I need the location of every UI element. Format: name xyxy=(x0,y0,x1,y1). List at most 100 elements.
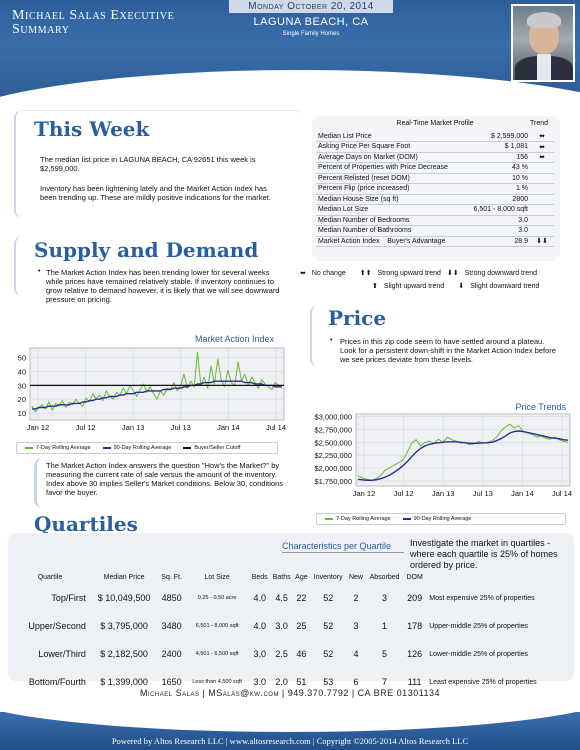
strong-down-icon: ⬇⬇ xyxy=(446,270,459,277)
price-trends-legend: 7-Day Rolling Average 90-Day Rolling Ave… xyxy=(316,513,566,525)
quartile-inv: 52 xyxy=(323,593,334,603)
quartile-beds: 3.0 xyxy=(253,649,266,659)
metric-label: Median Number of Bathrooms xyxy=(316,225,465,237)
price-text: Prices in this zip code seem to have set… xyxy=(340,337,556,364)
quartile-beds: 4.0 xyxy=(253,593,266,603)
mai-note-panel xyxy=(34,458,296,508)
quartile-row: Bottom/Fourth $ 1,399,000 1650 Less than 4,… xyxy=(10,668,570,696)
metric-value: $ 2,599,000 xyxy=(464,131,530,142)
quartile-price: $ 2,182,500 xyxy=(100,649,148,659)
price-panel xyxy=(310,305,572,367)
chart-title: Price Trends xyxy=(515,402,566,412)
quartile-age: 22 xyxy=(296,593,307,603)
bullet-icon: • xyxy=(330,337,333,344)
market-profile-row: Percent of Properties with Price Decreas… xyxy=(316,162,554,174)
quartile-col-header: Median Price xyxy=(103,573,145,581)
market-profile-table: Median List Price $ 2,599,000 ⬌ Asking Pric… xyxy=(316,131,554,247)
y-tick-label: 30 xyxy=(18,381,26,390)
quartile-new: 4 xyxy=(353,649,359,659)
property-type: Single Family Homes xyxy=(282,31,340,37)
quartile-desc: Lower-middle 25% of properties xyxy=(429,650,529,658)
market-profile-row: Median Number of Bedrooms 3.0 xyxy=(316,215,554,226)
agent-photo xyxy=(511,4,575,82)
x-tick-label: Jul 14 xyxy=(552,489,572,498)
market-profile-row: Median House Size (sq ft) 2800 xyxy=(316,194,554,205)
no-change-icon: ⬌ xyxy=(300,270,306,277)
quartile-col-header: Inventory xyxy=(313,573,343,581)
trend-icon xyxy=(530,194,554,205)
metric-label: Market Action Index Buyer's Advantage xyxy=(316,236,465,247)
market-profile-row: Average Days on Market (DOM) 156 ⬌ xyxy=(316,152,554,163)
market-action-legend: 7-Day Rolling Average 90-Day Rolling Ave… xyxy=(16,442,278,454)
quartile-beds: 4.0 xyxy=(253,621,266,631)
quartile-dom: 209 xyxy=(407,593,423,603)
quartile-beds: 3.0 xyxy=(253,677,266,687)
metric-label: Percent Relisted (reset DOM) xyxy=(316,173,465,184)
mai-note-text: The Market Action Index answers the ques… xyxy=(46,461,283,497)
quartile-age: 46 xyxy=(296,649,307,659)
market-profile-title: Real-Time Market Profile xyxy=(396,120,474,127)
market-action-chart-svg: Market Action Index 10 20 30 40 50 Jan 12 Jul 1… xyxy=(18,334,286,432)
metric-label: Median Number of Bedrooms xyxy=(316,215,465,226)
quartile-new: 6 xyxy=(353,677,359,687)
market-profile-row: Median Number of Bathrooms 3.0 xyxy=(316,225,554,237)
quartile-col-header: Beds xyxy=(251,573,268,581)
legend-strong-up: Strong upward trend xyxy=(377,269,441,277)
footer-band xyxy=(0,712,580,750)
y-tick-label: $2,500,000 xyxy=(314,438,352,447)
x-tick-label: Jan 13 xyxy=(122,423,145,432)
market-profile-row: Asking Price Per Square Foot $ 1,081 ⬌ xyxy=(316,141,554,153)
quartile-sqft: 2400 xyxy=(161,649,182,659)
slight-up-icon: ⬆ xyxy=(372,283,378,290)
legend-7day: 7-Day Rolling Average xyxy=(325,516,391,522)
y-tick-label: 40 xyxy=(18,368,26,377)
slight-down-icon: ⬇ xyxy=(458,283,465,290)
quartile-abs: 5 xyxy=(382,649,388,659)
x-tick-label: Jul 13 xyxy=(171,423,191,432)
market-profile-row: Percent Flip (price increased) 1 % xyxy=(316,183,554,195)
quartile-sqft: 3480 xyxy=(161,621,182,631)
quartile-new: 2 xyxy=(353,593,359,603)
metric-value: 6,501 - 8,000 sqft xyxy=(464,204,530,216)
quartile-dom: 111 xyxy=(407,677,422,687)
trend-icon xyxy=(530,183,554,195)
quartile-dom: 178 xyxy=(407,621,423,631)
price-title: Price xyxy=(328,306,387,330)
trend-header: Trend xyxy=(529,120,548,127)
quartile-age: 25 xyxy=(296,621,307,631)
this-week-text-2: Inventory has been lightening lately and… xyxy=(40,184,271,202)
quartile-abs: 3 xyxy=(382,593,388,603)
quartile-name: Lower/Third xyxy=(38,649,86,659)
trend-icon xyxy=(530,225,554,237)
quartile-abs: 1 xyxy=(382,621,388,631)
price-trends-chart: Price Trends $1,750,000 $2,000,000 $2,250,0… xyxy=(300,398,575,506)
mai-status: Buyer's Advantage xyxy=(387,237,446,245)
market-action-chart: Market Action Index 10 20 30 40 50 Jan 12 Jul 1… xyxy=(8,332,290,454)
y-tick-label: $2,000,000 xyxy=(314,464,352,473)
quartile-inv: 52 xyxy=(323,649,334,659)
quartiles-subtitle: Characteristics per Quartile xyxy=(282,541,392,551)
legend-7day: 7-Day Rolling Average xyxy=(25,445,91,451)
y-tick-label: $2,250,000 xyxy=(314,451,352,460)
market-profile-row: Median Lot Size 6,501 - 8,000 sqft xyxy=(316,204,554,216)
report-date: Monday October 20, 2014 xyxy=(229,0,393,13)
x-tick-label: Jan 12 xyxy=(353,489,376,498)
trend-icon xyxy=(530,173,554,184)
quartile-col-header xyxy=(425,570,570,584)
y-tick-label: 10 xyxy=(18,409,26,418)
metric-label: Percent Flip (price increased) xyxy=(316,183,465,195)
trend-legend-row-2: ⬆ Slight upward trend ⬇ Slight downward … xyxy=(372,282,539,291)
quartile-dom: 126 xyxy=(407,649,423,659)
report-city: LAGUNA BEACH, CA xyxy=(253,16,369,28)
contact-line: Michael Salas | MSalas@kw.com | 949.370.… xyxy=(139,688,441,698)
quartile-col-header: Quartile xyxy=(37,573,63,581)
x-tick-label: Jul 12 xyxy=(76,423,96,432)
quartiles-title: Quartiles xyxy=(34,512,138,536)
y-tick-label: $2,750,000 xyxy=(314,425,352,434)
quartile-row: Top/First $ 10,049,500 4850 0.25 - 0.50 acr… xyxy=(10,584,570,612)
x-tick-label: Jan 14 xyxy=(511,489,534,498)
quartile-baths: 2.0 xyxy=(275,677,288,687)
metric-label: Median House Size (sq ft) xyxy=(316,194,465,205)
market-profile: Real-Time Market Profile Trend Median Li… xyxy=(316,120,554,247)
market-profile-row: Percent Relisted (reset DOM) 10 % xyxy=(316,173,554,184)
